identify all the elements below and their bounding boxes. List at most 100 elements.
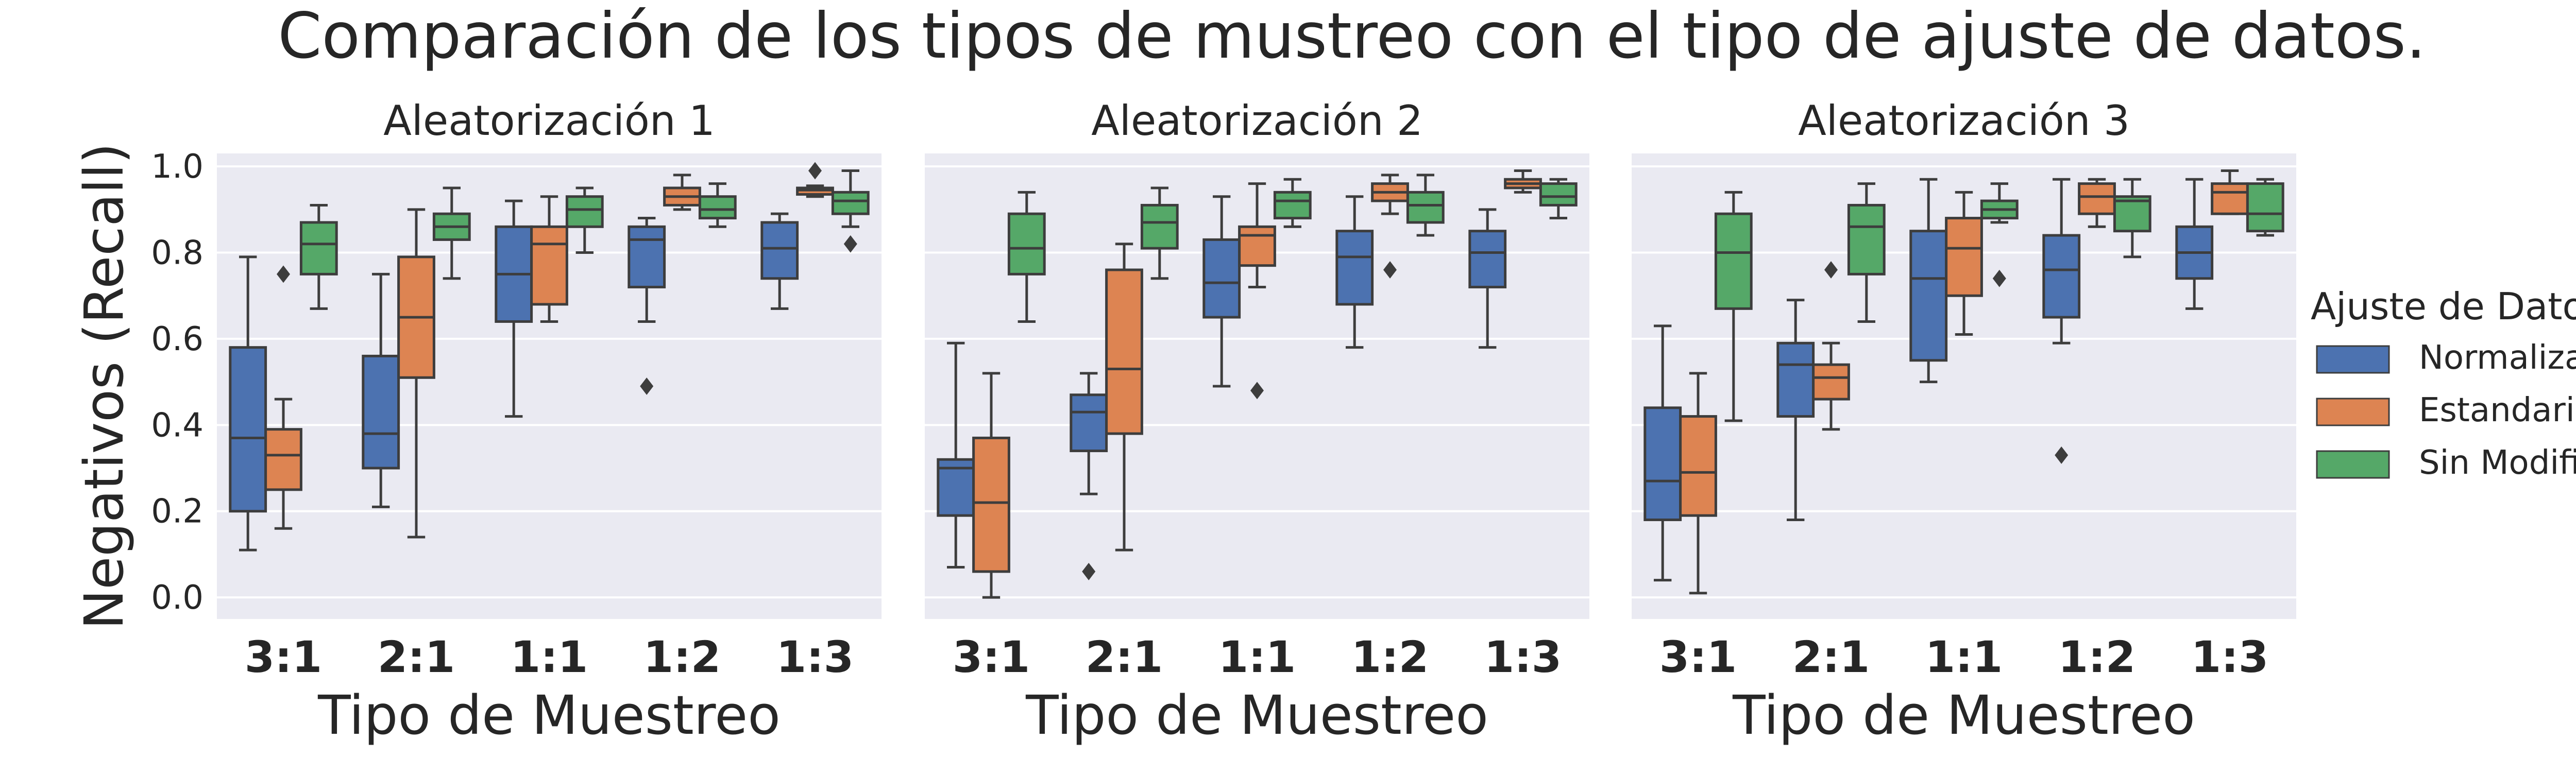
- box-normalizados-1:2: [1335, 195, 1374, 349]
- box-iqr: [2113, 195, 2151, 233]
- legend-label: Normalizados: [2419, 339, 2576, 377]
- box-sin-modificación-1:2: [2113, 178, 2151, 259]
- box-sin-modificación-1:3: [1539, 178, 1578, 220]
- y-tick-label: 0.6: [151, 320, 204, 358]
- box-sin-modificación-1:1: [565, 186, 604, 254]
- box-sin-modificación-2:1: [1140, 186, 1179, 280]
- y-axis-label: Negativos (Recall): [73, 143, 135, 629]
- box-normalizados-1:2: [2042, 178, 2081, 464]
- box-iqr: [1273, 191, 1312, 220]
- chart-title: Comparación de los tipos de mustreo con …: [278, 0, 2426, 73]
- box-iqr: [2246, 182, 2284, 233]
- box-normalizados-1:3: [2175, 178, 2214, 310]
- box-iqr: [760, 221, 799, 280]
- box-iqr: [628, 225, 666, 288]
- box-iqr: [1238, 225, 1276, 267]
- box-estandarizados-2:1: [1105, 243, 1143, 552]
- box-sin-modificación-3:1: [299, 203, 338, 310]
- x-tick-label: 1:3: [776, 632, 854, 682]
- box-iqr: [1070, 393, 1108, 453]
- box-normalizados-3:1: [937, 341, 975, 569]
- x-tick-label: 1:3: [1484, 632, 1562, 682]
- box-normalizados-1:3: [1468, 208, 1507, 349]
- box-normalizados-2:1: [1070, 372, 1108, 580]
- box-iqr: [1679, 415, 1717, 517]
- box-iqr: [229, 346, 267, 513]
- legend-label: Estandarizados: [2419, 391, 2576, 429]
- box-sin-modificación-1:2: [1406, 174, 1445, 237]
- box-sin-modificación-1:1: [1273, 178, 1312, 228]
- box-iqr: [1406, 191, 1445, 224]
- panel-title: Aleatorización 1: [383, 97, 715, 145]
- y-tick-label: 0.4: [151, 406, 204, 444]
- x-tick-label: 2:1: [378, 632, 455, 682]
- box-estandarizados-2:1: [1812, 261, 1850, 431]
- box-estandarizados-1:1: [1238, 182, 1276, 400]
- legend-entry: Normalizados: [2316, 339, 2576, 377]
- box-iqr: [1468, 230, 1507, 288]
- box-iqr: [264, 428, 302, 491]
- legend-entry: Estandarizados: [2316, 391, 2576, 429]
- panel-title: Aleatorización 3: [1798, 97, 2130, 145]
- box-iqr: [1847, 203, 1886, 275]
- box-iqr: [1812, 363, 1850, 401]
- legend-label: Sin Modificación: [2419, 444, 2576, 482]
- x-tick-label: 1:1: [1925, 632, 2003, 682]
- box-iqr: [299, 221, 338, 275]
- box-estandarizados-1:2: [2078, 178, 2116, 228]
- box-estandarizados-2:1: [397, 208, 435, 539]
- y-tick-label: 0.0: [151, 579, 204, 617]
- box-estandarizados-1:3: [796, 162, 834, 198]
- x-tick-label: 1:1: [511, 632, 588, 682]
- box-estandarizados-3:1: [1679, 372, 1717, 595]
- x-tick-label: 2:1: [1792, 632, 1870, 682]
- box-sin-modificación-1:3: [2246, 178, 2284, 237]
- outlier-point: [277, 265, 290, 283]
- box-iqr: [1643, 406, 1682, 521]
- box-iqr: [530, 225, 568, 306]
- x-tick-label: 3:1: [1659, 632, 1737, 682]
- box-sin-modificación-1:2: [698, 182, 737, 228]
- outlier-point: [640, 377, 654, 395]
- box-sin-modificación-3:1: [1007, 191, 1046, 323]
- x-axis-label: Tipo de Muestreo: [1732, 684, 2195, 747]
- x-tick-label: 1:3: [2191, 632, 2269, 682]
- box-sin-modificación-2:1: [1847, 182, 1886, 323]
- box-estandarizados-3:1: [972, 372, 1010, 599]
- legend-swatch: [2316, 398, 2390, 426]
- x-tick-label: 1:2: [1351, 632, 1429, 682]
- outlier-point: [2055, 446, 2069, 464]
- box-iqr: [2078, 182, 2116, 215]
- legend-swatch: [2316, 345, 2390, 374]
- box-normalizados-1:3: [760, 212, 799, 310]
- box-estandarizados-1:3: [2211, 169, 2249, 215]
- x-tick-label: 3:1: [245, 632, 323, 682]
- outlier-point: [1250, 382, 1264, 400]
- box-estandarizados-1:1: [530, 195, 568, 323]
- box-normalizados-3:1: [1643, 324, 1682, 582]
- box-normalizados-1:1: [1202, 195, 1241, 388]
- legend: Ajuste de Datos Normalizados Estandarizado…: [2311, 285, 2576, 482]
- outlier-point: [1383, 261, 1397, 279]
- box-iqr: [698, 195, 737, 220]
- x-tick-label: 1:1: [1218, 632, 1296, 682]
- box-iqr: [1335, 230, 1374, 306]
- box-iqr: [1776, 341, 1815, 418]
- box-normalizados-1:2: [628, 217, 666, 395]
- panel-title: Aleatorización 2: [1091, 97, 1423, 145]
- box-iqr: [362, 354, 400, 470]
- box-normalizados-2:1: [362, 272, 400, 508]
- legend-title: Ajuste de Datos: [2311, 285, 2576, 328]
- box-iqr: [2211, 182, 2249, 215]
- box-iqr: [831, 191, 870, 215]
- x-tick-label: 3:1: [953, 632, 1030, 682]
- box-sin-modificación-3:1: [1714, 191, 1753, 422]
- box-iqr: [1945, 217, 1983, 297]
- box-normalizados-1:1: [495, 199, 533, 418]
- panel-1: 0.0 0.2 0.4 0.6 0.8 1.0 Aleatorización 1 3:1 2:1…: [151, 97, 882, 747]
- x-axis-label: Tipo de Muestreo: [317, 684, 781, 747]
